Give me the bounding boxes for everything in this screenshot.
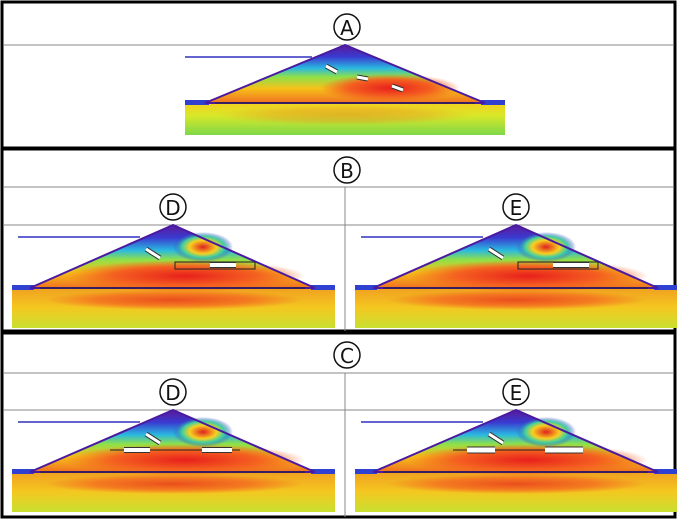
flow-arrow [357,77,368,79]
dam-hot [320,74,460,102]
panel-label: D [165,196,180,220]
panel-label: E [510,381,523,405]
panel-label: A [340,16,354,40]
foundation-hot [217,105,473,125]
foundation-hot [44,474,302,494]
panel-label: E [510,196,523,220]
figure: A B D E C D E [0,0,677,519]
panel-label: D [165,381,180,405]
foundation-hot [44,290,302,310]
foundation-hot [387,290,645,310]
panel-label: B [340,159,354,183]
panel-label: C [340,344,354,368]
foundation-hot [387,474,645,494]
